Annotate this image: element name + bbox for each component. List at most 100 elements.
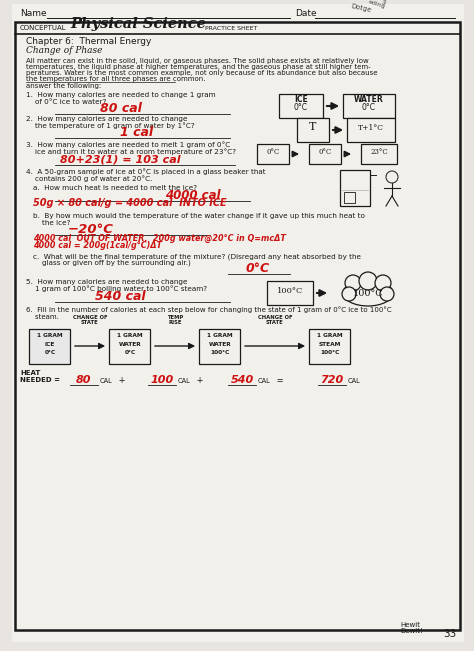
Text: Chapter 6:  Thermal Energy: Chapter 6: Thermal Energy [26, 37, 151, 46]
Text: 540 cal: 540 cal [95, 290, 146, 303]
Circle shape [380, 287, 394, 301]
FancyBboxPatch shape [345, 191, 356, 202]
Text: CONCEPTUAL: CONCEPTUAL [20, 25, 67, 31]
Text: HEAT: HEAT [20, 370, 40, 376]
Text: Physical Science: Physical Science [70, 17, 206, 31]
Text: STATE: STATE [266, 320, 284, 325]
FancyBboxPatch shape [15, 22, 460, 630]
Text: WATER: WATER [209, 342, 231, 346]
FancyBboxPatch shape [310, 329, 350, 363]
Text: NEEDED =: NEEDED = [20, 377, 60, 383]
Text: WATER: WATER [118, 342, 141, 346]
Text: WATER: WATER [354, 95, 384, 104]
Text: the temperatures for all three phases are common.: the temperatures for all three phases ar… [26, 76, 206, 82]
Text: 4000 cal: 4000 cal [165, 189, 220, 202]
FancyBboxPatch shape [309, 144, 341, 164]
FancyBboxPatch shape [29, 329, 71, 363]
Text: steam.: steam. [26, 314, 59, 320]
Circle shape [359, 272, 377, 290]
Text: b.  By how much would the temperature of the water change if it gave up this muc: b. By how much would the temperature of … [33, 213, 365, 219]
Text: 100°C: 100°C [277, 287, 303, 295]
Text: ice and turn it to water at a room temperature of 23°C?: ice and turn it to water at a room tempe… [26, 148, 236, 155]
Circle shape [386, 171, 398, 183]
Text: CAL: CAL [348, 378, 361, 384]
Text: Hewit: Hewit [400, 622, 420, 628]
Text: glass or given off by the surrounding air.): glass or given off by the surrounding ai… [33, 260, 191, 266]
Text: 4.  A 50-gram sample of ice at 0°C is placed in a glass beaker that: 4. A 50-gram sample of ice at 0°C is pla… [26, 168, 265, 175]
Text: 80+23(1) = 103 cal: 80+23(1) = 103 cal [60, 155, 181, 165]
Text: answer the following:: answer the following: [26, 83, 101, 89]
Text: ICE: ICE [45, 342, 55, 346]
Text: +: + [194, 376, 203, 385]
Text: 0°C: 0°C [362, 103, 376, 112]
Text: 1 GRAM: 1 GRAM [117, 333, 143, 338]
Text: PRACTICE SHEET: PRACTICE SHEET [205, 26, 257, 31]
Text: c.  What will be the final temperature of the mixture? (Disregard any heat absor: c. What will be the final temperature of… [33, 253, 361, 260]
Text: RISE: RISE [168, 320, 182, 325]
Text: 0°C: 0°C [266, 148, 280, 156]
Text: 80 cal: 80 cal [100, 102, 142, 115]
Text: Change of Phase: Change of Phase [26, 46, 102, 55]
Text: =: = [274, 376, 283, 385]
Text: 100°C: 100°C [353, 290, 383, 299]
Text: All matter can exist in the solid, liquid, or gaseous phases. The solid phase ex: All matter can exist in the solid, liqui… [26, 58, 369, 64]
Text: −20°C: −20°C [68, 223, 114, 236]
Text: T+1°C: T+1°C [358, 124, 384, 132]
Text: 1.  How many calories are needed to change 1 gram: 1. How many calories are needed to chang… [26, 92, 216, 98]
Text: T: T [310, 122, 317, 132]
Text: eding: eding [368, 0, 386, 9]
Text: Date: Date [295, 9, 317, 18]
Text: 80: 80 [76, 375, 92, 385]
FancyBboxPatch shape [109, 329, 151, 363]
Text: 100°C: 100°C [320, 350, 340, 355]
Text: 0°C: 0°C [319, 148, 332, 156]
Text: Name: Name [20, 9, 46, 18]
Text: 23°C: 23°C [370, 148, 388, 156]
Circle shape [342, 287, 356, 301]
Ellipse shape [343, 280, 393, 306]
Text: CHANGE OF: CHANGE OF [73, 315, 107, 320]
Text: 6.  Fill in the number of calories at each step below for changing the state of : 6. Fill in the number of calories at eac… [26, 306, 392, 313]
FancyBboxPatch shape [343, 94, 395, 118]
Text: contains 200 g of water at 20°C.: contains 200 g of water at 20°C. [26, 175, 152, 182]
Text: 1 gram of 100°C boiling water to 100°C steam?: 1 gram of 100°C boiling water to 100°C s… [26, 285, 207, 292]
Text: 4000 cal  OUT OF WATER.  200g water@20°C in Q=mcΔT: 4000 cal OUT OF WATER. 200g water@20°C i… [33, 234, 286, 243]
FancyBboxPatch shape [267, 281, 313, 305]
Text: 100: 100 [150, 375, 173, 385]
Text: 3: 3 [380, 0, 386, 6]
Text: 540: 540 [230, 375, 254, 385]
Text: 1 cal: 1 cal [120, 126, 153, 139]
Text: CAL: CAL [258, 378, 271, 384]
Text: 1 GRAM: 1 GRAM [37, 333, 63, 338]
Text: 1 GRAM: 1 GRAM [207, 333, 233, 338]
Text: Dotge: Dotge [350, 3, 372, 13]
FancyBboxPatch shape [347, 118, 395, 142]
Text: 0°C: 0°C [124, 350, 136, 355]
Text: peratures. Water is the most common example, not only because of its abundance b: peratures. Water is the most common exam… [26, 70, 377, 76]
Text: TEMP: TEMP [167, 315, 183, 320]
Text: 33: 33 [443, 629, 456, 639]
Text: 2.  How many calories are needed to change: 2. How many calories are needed to chang… [26, 116, 188, 122]
FancyBboxPatch shape [297, 118, 329, 142]
Text: 4000 cal = 200g(1cal/g°C)ΔT: 4000 cal = 200g(1cal/g°C)ΔT [33, 241, 162, 250]
Text: 0°C: 0°C [294, 103, 308, 112]
Circle shape [345, 275, 361, 291]
FancyBboxPatch shape [340, 170, 370, 206]
Text: 50g × 80 cal/g = 4000 cal  INTO ICE: 50g × 80 cal/g = 4000 cal INTO ICE [33, 198, 227, 208]
Text: a.  How much heat is needed to melt the ice?: a. How much heat is needed to melt the i… [33, 185, 197, 191]
Text: Dewit!: Dewit! [400, 628, 423, 634]
Text: 0°C: 0°C [246, 262, 270, 275]
Text: 100°C: 100°C [210, 350, 230, 355]
Text: 0°C: 0°C [45, 350, 55, 355]
Text: 5.  How many calories are needed to change: 5. How many calories are needed to chang… [26, 279, 188, 285]
Text: the ice?: the ice? [33, 220, 71, 226]
Text: +: + [116, 376, 126, 385]
FancyBboxPatch shape [200, 329, 240, 363]
Text: CAL: CAL [178, 378, 191, 384]
FancyBboxPatch shape [279, 94, 323, 118]
FancyBboxPatch shape [257, 144, 289, 164]
Text: STATE: STATE [81, 320, 99, 325]
Text: the temperature of 1 gram of water by 1°C?: the temperature of 1 gram of water by 1°… [26, 122, 195, 129]
Text: 720: 720 [320, 375, 344, 385]
Text: ICE: ICE [294, 95, 308, 104]
